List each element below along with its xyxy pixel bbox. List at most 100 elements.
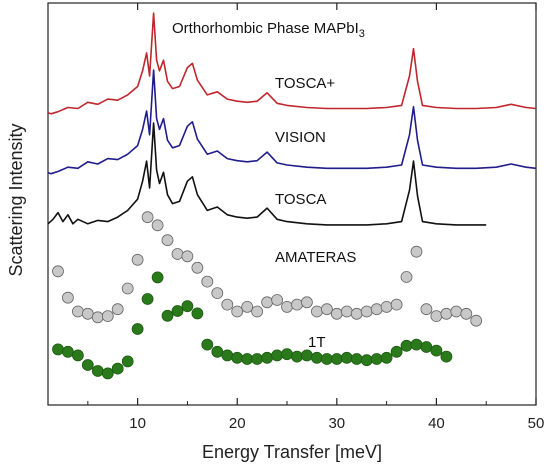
data-point-amateras-21	[261, 296, 274, 309]
data-point-amateras-10	[151, 219, 164, 232]
data-point-amateras-0	[52, 265, 64, 278]
data-point-1t-11	[161, 309, 174, 322]
chart-title-text: Orthorhombic Phase MAPbI	[172, 20, 359, 37]
data-point-amateras-18	[231, 305, 244, 318]
data-point-amateras-38	[430, 310, 443, 323]
data-point-1t-19	[241, 353, 254, 365]
data-point-1t-31	[360, 354, 373, 367]
data-point-amateras-33	[380, 300, 393, 313]
data-point-amateras-1	[62, 291, 74, 304]
data-point-amateras-17	[221, 298, 234, 311]
data-point-1t-18	[231, 351, 244, 364]
data-point-1t-24	[291, 350, 303, 363]
data-point-amateras-25	[300, 296, 313, 309]
series-label-1t: 1T	[308, 334, 326, 351]
data-point-amateras-24	[291, 298, 303, 311]
data-point-amateras-20	[251, 305, 264, 318]
data-point-amateras-16	[211, 287, 224, 300]
data-point-1t-25	[300, 349, 313, 362]
series-line-tosca	[47, 122, 487, 226]
data-point-amateras-41	[460, 307, 473, 320]
data-point-1t-30	[350, 353, 363, 365]
data-point-1t-6	[111, 362, 124, 375]
series-label-tosca-plus: TOSCA+	[275, 75, 335, 92]
data-point-1t-35	[400, 339, 413, 352]
data-point-1t-26	[310, 351, 323, 364]
data-point-1t-0	[52, 343, 64, 356]
series-label-tosca: TOSCA	[275, 191, 326, 208]
x-axis-title: Energy Transfer [meV]	[202, 442, 382, 462]
data-point-amateras-14	[191, 261, 204, 274]
data-point-1t-17	[221, 349, 234, 362]
data-point-1t-27	[320, 353, 333, 365]
data-point-1t-16	[211, 345, 224, 358]
data-point-amateras-34	[390, 298, 403, 311]
data-point-1t-21	[261, 351, 274, 364]
data-point-1t-37	[420, 341, 433, 353]
data-point-amateras-2	[72, 305, 84, 318]
data-point-1t-39	[440, 350, 453, 363]
data-point-amateras-29	[340, 305, 353, 318]
data-point-1t-5	[101, 367, 114, 380]
data-point-amateras-37	[420, 303, 433, 316]
data-point-1t-32	[370, 353, 383, 365]
chart-title: Orthorhombic Phase MAPbI3	[172, 20, 365, 40]
data-point-amateras-39	[440, 307, 453, 320]
x-axis: 10 20 30 40 50	[87, 3, 545, 432]
data-point-amateras-23	[281, 300, 293, 313]
series-markers-amateras	[52, 211, 483, 327]
data-point-amateras-36	[410, 245, 423, 258]
data-point-1t-15	[201, 338, 214, 351]
data-point-amateras-13	[181, 250, 194, 263]
data-point-1t-1	[62, 345, 74, 358]
x-tick-label-30: 30	[328, 415, 345, 432]
data-point-amateras-15	[201, 275, 214, 288]
data-point-1t-22	[271, 349, 284, 362]
chart-title-subscript: 3	[359, 28, 365, 40]
data-point-amateras-30	[350, 307, 363, 320]
data-point-1t-33	[380, 351, 393, 364]
data-point-1t-12	[171, 305, 184, 317]
data-point-amateras-27	[320, 303, 333, 316]
data-point-amateras-40	[450, 305, 463, 318]
data-point-1t-23	[281, 348, 293, 361]
data-point-1t-3	[81, 359, 94, 371]
series-line-tosca-plus	[47, 12, 537, 115]
series-layer	[47, 12, 537, 380]
data-point-amateras-35	[400, 271, 413, 283]
data-point-1t-34	[390, 345, 403, 358]
data-point-amateras-22	[271, 294, 284, 306]
data-point-1t-36	[410, 338, 423, 351]
data-point-amateras-4	[91, 311, 104, 324]
data-point-1t-38	[430, 344, 443, 357]
data-point-amateras-5	[101, 310, 114, 323]
data-point-1t-7	[121, 355, 134, 368]
series-label-vision: VISION	[275, 129, 326, 146]
series-markers-1t	[52, 271, 453, 380]
x-tick-label-20: 20	[229, 415, 246, 432]
data-point-1t-29	[340, 351, 353, 364]
data-point-1t-4	[91, 365, 104, 377]
data-point-amateras-31	[360, 305, 373, 318]
data-point-amateras-3	[81, 307, 94, 320]
plot-frame	[47, 2, 537, 406]
data-point-1t-9	[141, 293, 154, 305]
series-line-vision	[47, 69, 537, 175]
y-axis-title: Scattering Intensity	[6, 123, 26, 276]
data-point-amateras-28	[330, 307, 343, 320]
data-point-1t-28	[330, 353, 343, 365]
data-point-1t-14	[191, 307, 204, 320]
data-point-amateras-26	[310, 305, 323, 318]
data-point-amateras-9	[141, 211, 154, 224]
data-point-amateras-11	[161, 234, 174, 247]
plot-frame-group	[47, 2, 537, 406]
data-point-1t-13	[181, 300, 194, 313]
data-point-1t-2	[72, 349, 84, 362]
data-point-amateras-32	[370, 303, 383, 316]
data-point-1t-20	[251, 353, 264, 365]
data-point-amateras-6	[111, 303, 124, 316]
data-point-amateras-8	[131, 253, 144, 266]
x-tick-label-50: 50	[528, 415, 545, 432]
x-tick-label-10: 10	[129, 415, 146, 432]
